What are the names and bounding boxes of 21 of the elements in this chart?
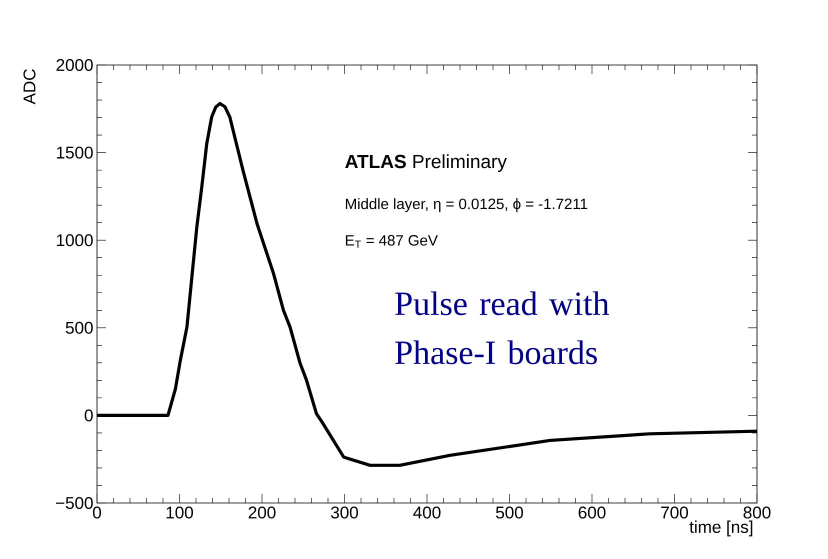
x-tick-label: 600: [578, 506, 606, 519]
x-tick-label: 0: [92, 506, 102, 519]
x-tick-label: 800: [744, 506, 771, 519]
y-tick-label: 1500: [56, 146, 93, 159]
annotation: Middle layer, η = 0.0125, ϕ = -1.7211: [346, 198, 588, 212]
x-tick-label: 100: [166, 506, 194, 519]
y-tick-label: 2000: [56, 58, 93, 72]
x-tick-label: 700: [661, 506, 688, 519]
annotation: Pulse read with Phase-I boards: [395, 291, 610, 364]
x-tick-label: 200: [248, 506, 276, 519]
y-tick-label: 0: [84, 409, 93, 422]
x-tick-label: 400: [413, 506, 441, 519]
y-tick-label: 500: [66, 322, 93, 334]
y-tick-label: 1000: [56, 234, 93, 246]
y-tick-label: −500: [56, 496, 93, 510]
x-axis-title: time [ns]: [689, 520, 752, 536]
y-axis-title: ADC: [23, 69, 36, 104]
x-tick-label: 300: [330, 506, 358, 519]
annotation: E$_{T}$ = 487 GeV: [346, 235, 438, 248]
x-tick-label: 500: [496, 506, 524, 519]
annotation: ATLAS Preliminary: [345, 154, 507, 172]
